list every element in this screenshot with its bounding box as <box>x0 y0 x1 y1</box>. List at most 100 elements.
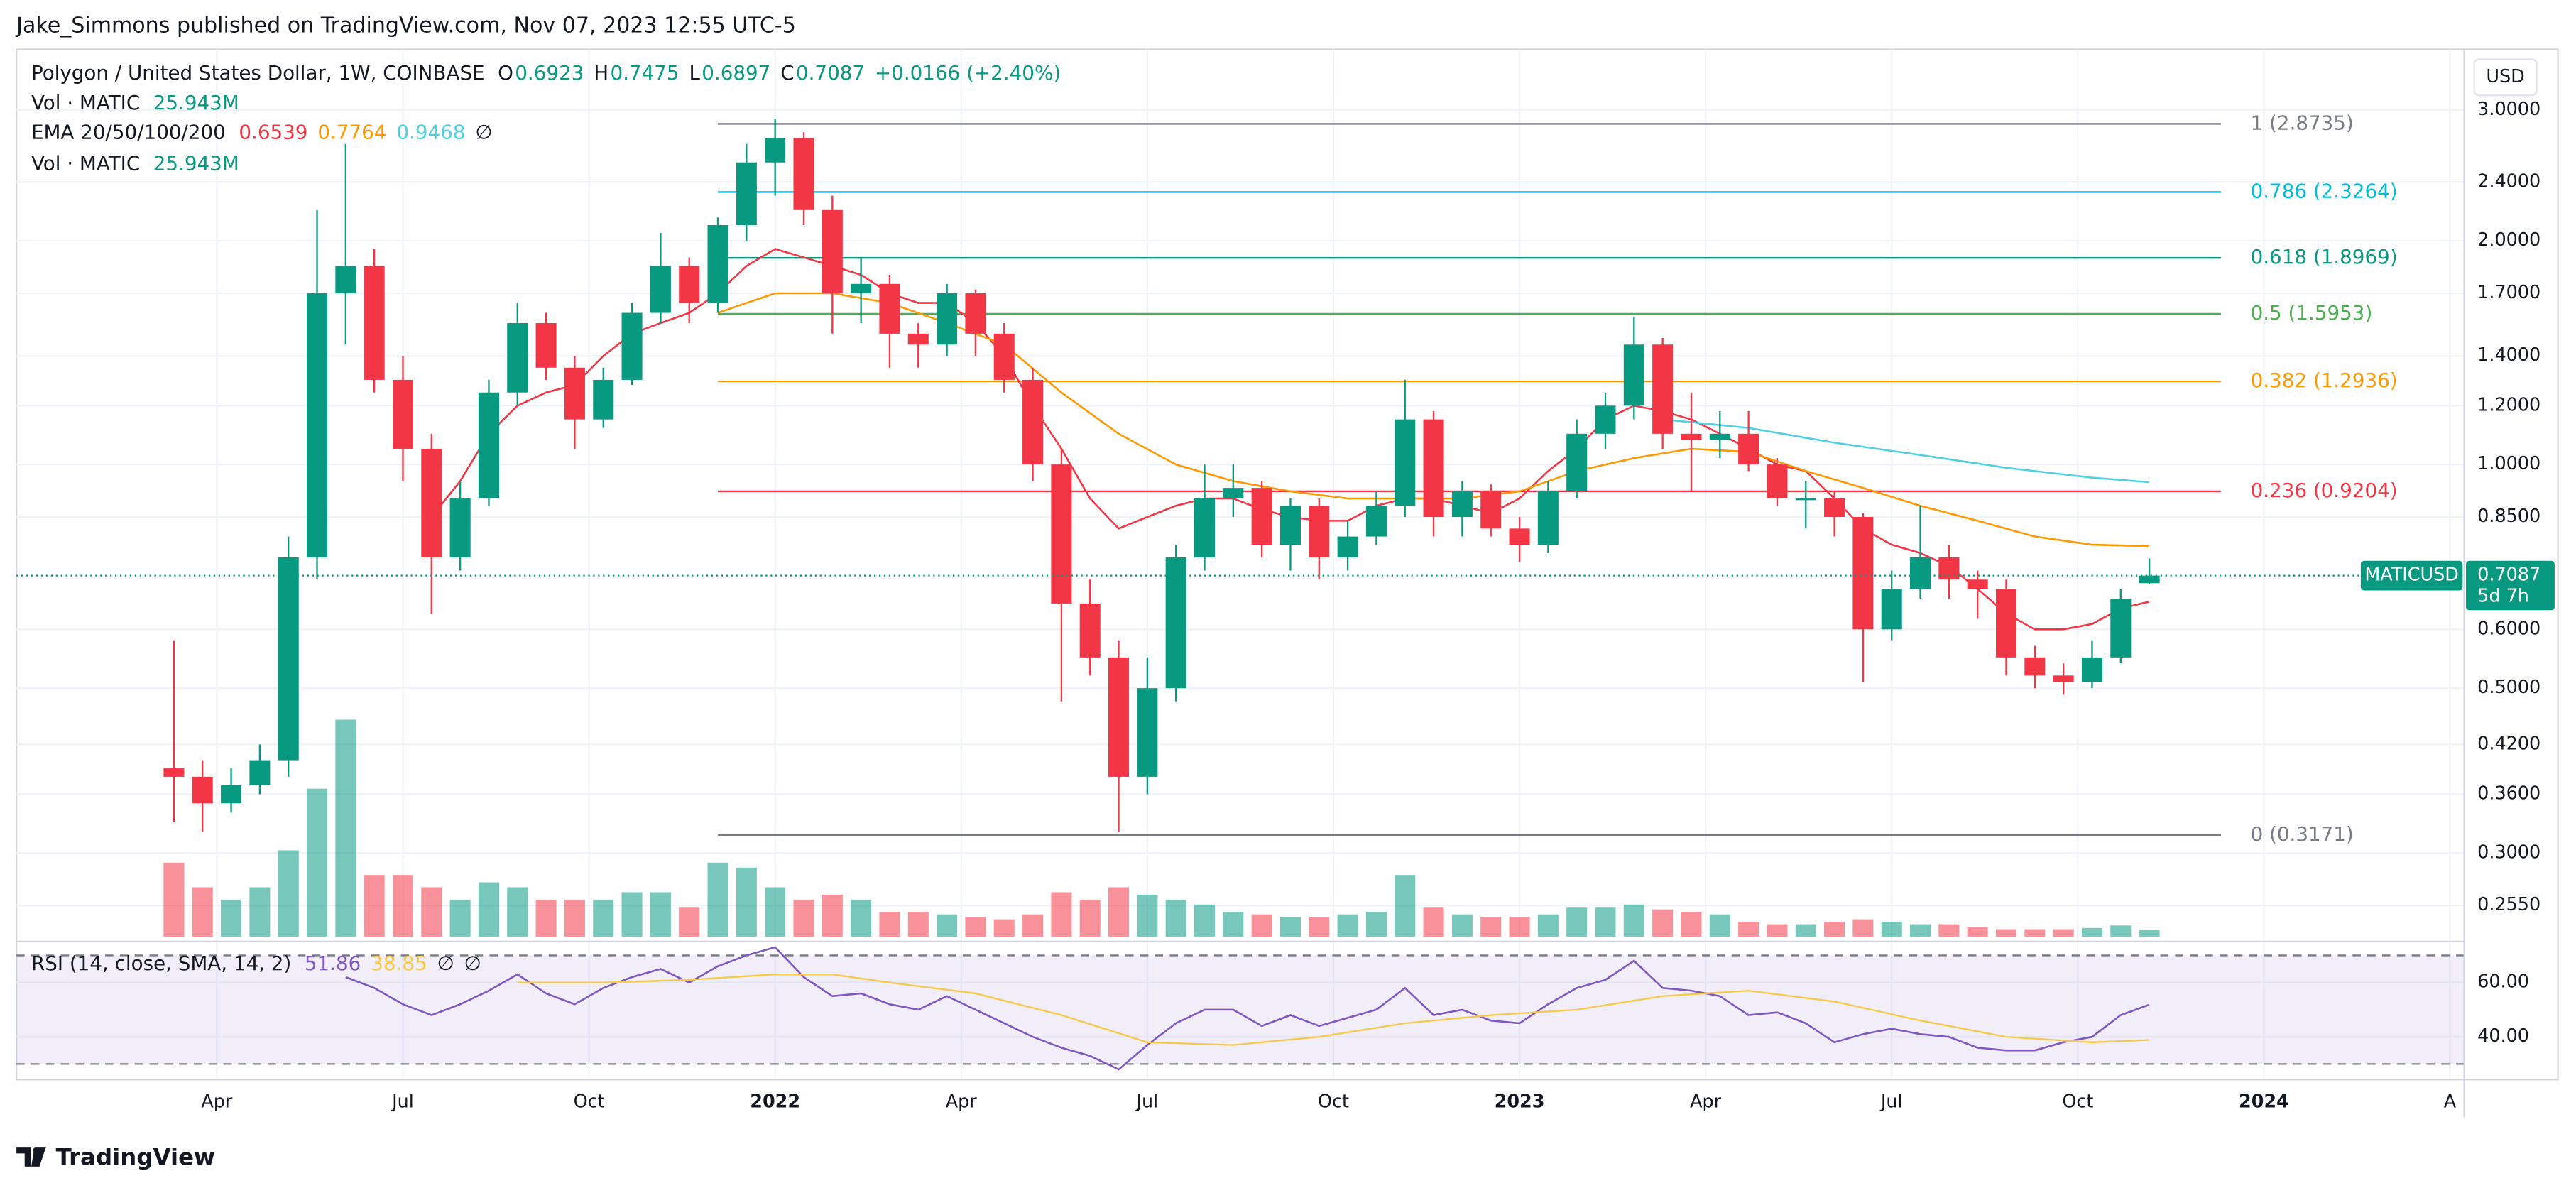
volume-bar <box>1652 909 1674 937</box>
ohlc-value: 0.6897 <box>702 61 770 85</box>
rsi-legend-value: 51.86 <box>305 952 361 975</box>
volume-bar <box>1537 914 1559 937</box>
candle-body <box>507 322 528 393</box>
volume-bar <box>163 862 185 937</box>
candle-body <box>335 266 356 293</box>
price-tag <box>2465 560 2555 611</box>
candle-body <box>1995 589 2017 658</box>
volume-bar <box>1165 899 1186 937</box>
volume-bar <box>593 899 614 937</box>
volume-bar <box>765 887 786 937</box>
volume-bar <box>2110 925 2132 937</box>
volume-bar <box>650 892 671 937</box>
candle-body <box>593 379 614 420</box>
candle-body <box>535 322 557 368</box>
candle-body <box>1194 498 1216 557</box>
volume-bar <box>1938 924 1960 937</box>
fib-label: 0.236 (0.9204) <box>2251 479 2398 502</box>
volume-bar <box>1451 914 1473 937</box>
y-tick-label: 0.6000 <box>2477 618 2540 639</box>
candle-body <box>1910 557 1931 589</box>
volume-bar <box>1223 912 1244 937</box>
volume-bar <box>564 899 585 937</box>
x-tick-label: A <box>2444 1091 2457 1113</box>
candle-body <box>1480 491 1502 529</box>
volume-bar <box>449 899 471 937</box>
ema-legend-missing: ∅ <box>475 120 492 143</box>
rsi-legend-missing: ∅ <box>464 952 481 975</box>
candle-body <box>392 379 413 449</box>
fib-label: 0.5 (1.5953) <box>2251 301 2373 325</box>
volume-bar <box>907 912 929 937</box>
ohlc-label: L <box>689 61 700 85</box>
volume-bar <box>1509 917 1530 937</box>
volume-bar <box>993 919 1015 937</box>
y-tick-label: 2.0000 <box>2477 229 2540 251</box>
candle-body <box>163 768 185 777</box>
candle-body <box>1051 464 1072 604</box>
volume-bar <box>421 887 442 937</box>
y-tick-label: 1.0000 <box>2477 453 2540 474</box>
candle-body <box>1309 506 1330 557</box>
x-tick-label: 2022 <box>750 1091 800 1113</box>
candle-body <box>2139 575 2160 584</box>
candle-body <box>679 266 700 303</box>
candle-body <box>1022 379 1044 465</box>
fib-label: 1 (2.8735) <box>2251 111 2354 134</box>
candle-body <box>2024 657 2046 676</box>
ohlc-value: 0.6923 <box>515 61 584 85</box>
volume-bar <box>1022 914 1044 937</box>
candle-body <box>449 498 471 557</box>
volume-bar <box>1595 907 1616 937</box>
candle-body <box>1108 657 1130 777</box>
currency-label: USD <box>2486 66 2524 87</box>
x-tick-label: Jul <box>1135 1091 1159 1113</box>
fib-label: 0 (0.3171) <box>2251 822 2354 846</box>
candle-body <box>192 776 213 804</box>
currency-button[interactable] <box>2473 58 2538 97</box>
volume-bar <box>221 899 242 937</box>
y-tick-label: 0.3000 <box>2477 841 2540 863</box>
volume-bar <box>1079 899 1101 937</box>
rsi-legend: RSI (14, close, SMA, 14, 2) <box>31 952 291 975</box>
volume-bar <box>1337 914 1358 937</box>
candle-body <box>707 224 728 303</box>
candle-body <box>1337 536 1358 557</box>
volume-bar <box>621 892 643 937</box>
candle-body <box>1967 579 1988 589</box>
volume-bar <box>1566 907 1588 937</box>
volume-bar <box>2024 929 2046 937</box>
candle-body <box>564 367 585 420</box>
candle-body <box>364 266 385 380</box>
legend-title: Polygon / United States Dollar, 1W, COIN… <box>31 61 485 85</box>
candle-body <box>1852 517 1874 630</box>
volume-bar <box>1309 917 1330 937</box>
x-tick-label: Jul <box>391 1091 414 1113</box>
volume-bar <box>535 899 557 937</box>
y-tick-label: 2.4000 <box>2477 170 2540 192</box>
candle-body <box>307 293 328 557</box>
volume-bar <box>2081 927 2102 937</box>
candle-body <box>2053 675 2074 682</box>
volume-legend-value: 25.943M <box>153 151 239 175</box>
fib-label: 0.382 (1.2936) <box>2251 369 2398 392</box>
volume-legend: Vol · MATIC <box>31 91 140 114</box>
candle-body <box>1595 405 1616 434</box>
ema-legend: EMA 20/50/100/200 <box>31 120 226 143</box>
candle-body <box>421 448 442 557</box>
candle-body <box>1251 488 1272 545</box>
volume-bar <box>1365 912 1387 937</box>
ema-legend-value: 0.6539 <box>239 120 307 143</box>
x-tick-label: Apr <box>946 1091 978 1113</box>
symbol-tag-label: MATICUSD <box>2364 565 2459 586</box>
volume-bar <box>278 850 299 937</box>
candle-body <box>478 392 499 499</box>
y-tick-label: 0.5000 <box>2477 677 2540 698</box>
volume-bar <box>1881 922 1902 937</box>
rsi-band-fill <box>16 955 2465 1064</box>
volume-bar <box>335 719 356 937</box>
rsi-legend-value: 38.85 <box>371 952 427 975</box>
candle-body <box>1365 506 1387 537</box>
candle-body <box>993 333 1015 380</box>
